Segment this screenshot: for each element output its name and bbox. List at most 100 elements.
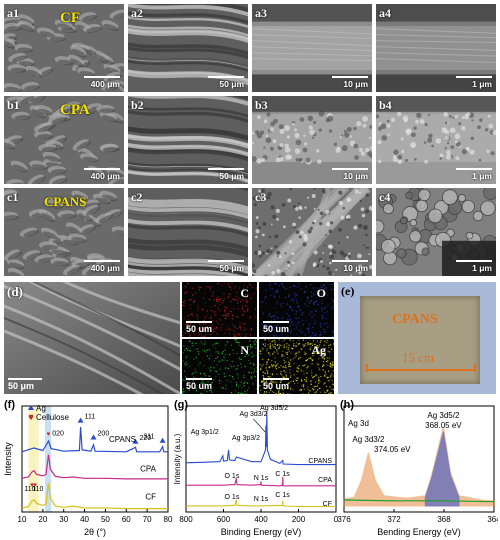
eds-element-label: N: [240, 343, 249, 357]
scale-bar-text: 400 μm: [90, 79, 120, 89]
sem-texture: [376, 4, 496, 92]
panel-e-ruler-label: 15 cm: [402, 350, 435, 365]
scale-bar: 10 μm: [332, 260, 368, 273]
ruler-tick-right: [474, 364, 476, 372]
x-tick-label: 30: [59, 515, 68, 524]
ag3d52-fill: [424, 431, 460, 507]
x-tick-label: 40: [80, 515, 89, 524]
sem-panel-label: a4: [379, 6, 391, 20]
eds-scale-bar: 50 um: [186, 321, 212, 334]
x-tick-label: 376: [338, 515, 351, 524]
xrd-curve-cf: [21, 483, 168, 510]
scale-bar-text: 10 μm: [343, 171, 368, 181]
x-tick-label: 800: [179, 515, 193, 524]
legend-cellulose: Cellulose: [36, 413, 69, 422]
xps-survey-chart-g: 800 600 400 200 0 Binding Energy (eV) Intensit…: [173, 399, 339, 537]
sem-panel-a3: a3 10 μm: [252, 4, 372, 92]
eds-scale-text: 50 um: [263, 381, 290, 391]
xrd-curve-cpa: [21, 454, 168, 480]
ag3d52-label: Ag 3d5/2: [260, 405, 288, 412]
sem-panel-a4: a4 1 μm: [376, 4, 496, 92]
sem-texture: [128, 188, 248, 276]
scale-bar: 50 μm: [208, 76, 244, 89]
x-axis-label: Bending Energy (eV): [377, 527, 461, 537]
x-axis-label: Binding Energy (eV): [221, 527, 302, 537]
cellulose-peak-label: 110: [24, 486, 35, 493]
curve-label-cpa: CPA: [140, 465, 157, 474]
sem-panel-d: (d) 50 μm: [4, 282, 180, 394]
scale-bar: 1 μm: [456, 76, 492, 89]
ag3d32-energy-label: 374.05 eV: [374, 445, 411, 454]
photo-panel-e: (e) CPANS 15 cm: [338, 282, 496, 394]
sem-panel-label: c4: [379, 190, 391, 204]
panel-f-label: (f): [4, 399, 15, 411]
scale-bar: 10 μm: [332, 76, 368, 89]
ag3d32-label: Ag 3d3/2: [239, 411, 267, 418]
x-tick-label: 372: [387, 515, 401, 524]
sem-panel-label: b1: [7, 98, 20, 112]
scale-bar-text: 1 μm: [472, 79, 492, 89]
scale-bar-text: 1 μm: [472, 263, 492, 273]
panel-h-label: (h): [340, 399, 354, 411]
scale-bar: 1 μm: [456, 260, 492, 273]
scale-bar-text: 50 μm: [219, 79, 244, 89]
sem-panel-label: a1: [7, 6, 19, 20]
panel-h-title: Ag 3d: [348, 419, 369, 428]
sem-texture: [128, 96, 248, 184]
eds-map-o: O 50 um: [259, 282, 334, 337]
sem-texture: [376, 188, 496, 276]
x-tick-label: 0: [334, 515, 339, 524]
panel-d-label: (d): [7, 284, 23, 299]
sem-panel-c2: c2 50 μm: [128, 188, 248, 276]
ag-peak-label: 311: [143, 434, 154, 441]
highlight-band: [28, 406, 39, 512]
scale-bar-text: 400 μm: [90, 171, 120, 181]
ag-peak-marker-icon: [77, 417, 84, 423]
ag-triangle-icon: [28, 405, 34, 410]
eds-scale-bar: 50 um: [263, 378, 289, 391]
ag-peak-label: 111: [85, 414, 96, 421]
sem-panel-b1: b1 CPA 400 μm: [4, 96, 124, 184]
xps-curve-cf: [186, 499, 336, 508]
core-level-label: N 1s: [254, 496, 269, 503]
cellulose-peak-label: 110: [32, 486, 43, 493]
x-tick-label: 200: [292, 515, 306, 524]
ag3d52-energy-label: 368.05 eV: [425, 421, 462, 430]
panel-d-scale-bar: 50 μm: [8, 378, 42, 391]
x-tick-label: 60: [122, 515, 131, 524]
eds-dot-texture: [182, 339, 257, 394]
xrd-chart-f: 10 20 30 40 50 60 70 80 2θ (°) Intensity (f) AgCell…: [3, 399, 173, 537]
eds-scale-bar: 50 um: [186, 378, 212, 391]
sem-texture: [4, 188, 124, 276]
sem-texture: [128, 4, 248, 92]
x-axis-label: 2θ (°): [84, 527, 106, 537]
eds-map-n: N 50 um: [182, 339, 257, 394]
ag-peak-marker-icon: [159, 437, 166, 443]
panel-g-label: (g): [174, 399, 188, 411]
fiber-texture: [4, 282, 180, 394]
annotation-arrow: [253, 418, 266, 433]
sample-name: CF: [60, 10, 80, 26]
sem-panel-a1: a1 CF 400 μm: [4, 4, 124, 92]
scale-bar: 400 μm: [84, 260, 120, 273]
xps-curve-cpans: [185, 412, 336, 466]
sem-panel-c4: c4 1 μm: [376, 188, 496, 276]
scale-bar: 10 μm: [332, 168, 368, 181]
ag3d32-label: Ag 3d3/2: [352, 435, 385, 444]
legend-ag: Ag: [36, 404, 46, 413]
ag3p32-label: Ag 3p3/2: [232, 435, 260, 442]
scale-bar: 50 μm: [208, 168, 244, 181]
xps-ag3d-chart-h: 376 372 368 364 Bending Energy (eV) (h) Ag 3d A…: [338, 399, 498, 537]
x-tick-label: 70: [143, 515, 152, 524]
eds-scale-text: 50 um: [186, 324, 213, 334]
sem-panel-label: b4: [379, 98, 392, 112]
sample-name: CPANS: [44, 194, 87, 209]
eds-dot-texture: [259, 282, 334, 337]
sem-panel-label: a3: [255, 6, 267, 20]
xrd-curve-cpans: [21, 426, 168, 453]
scale-bar: 1 μm: [456, 168, 492, 181]
eds-element-label: O: [316, 286, 326, 300]
core-level-label: O 1s: [225, 473, 240, 480]
plot-frame: [343, 405, 495, 513]
y-axis-label: Intensity (a.u.): [173, 433, 182, 484]
